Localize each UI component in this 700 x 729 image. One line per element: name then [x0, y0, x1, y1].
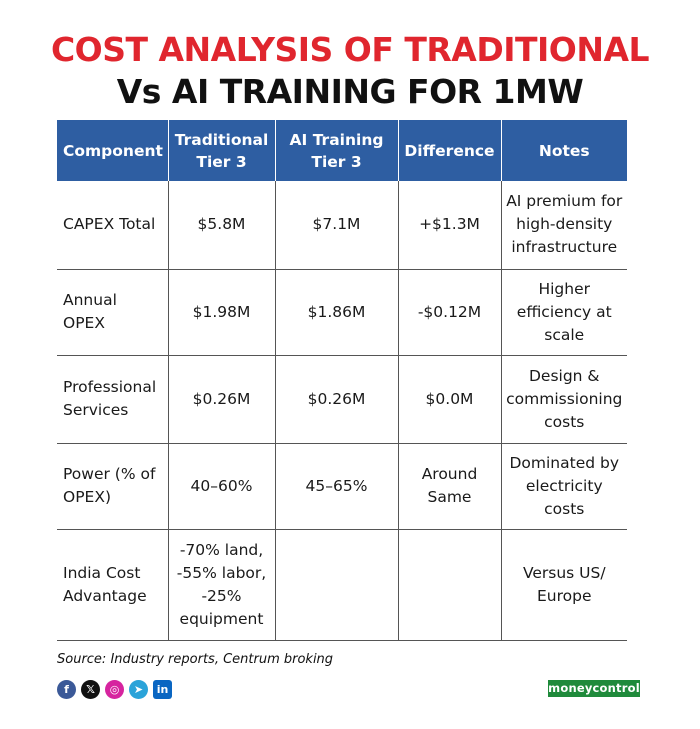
header-component: Component — [57, 120, 169, 181]
header-difference: Difference — [398, 120, 502, 181]
cell-traditional: 40–60% — [168, 443, 276, 530]
facebook-icon[interactable]: f — [57, 680, 76, 699]
cell-traditional: $5.8M — [168, 181, 276, 270]
cell-ai-training: $7.1M — [275, 181, 399, 270]
cell-traditional: -70% land, -55% labor, -25% equipment — [168, 529, 276, 641]
cell-notes: Design & commissioning costs — [501, 355, 627, 444]
header-ai-training: AI Training Tier 3 — [275, 120, 399, 181]
cell-component: India Cost Advantage — [57, 529, 169, 641]
social-icons: f 𝕏 ◎ ➤ in — [57, 680, 172, 699]
cell-traditional: $0.26M — [168, 355, 276, 444]
cost-table: Component Traditional Tier 3 AI Training… — [57, 120, 627, 641]
cell-ai-training: $1.86M — [275, 269, 399, 356]
cell-component: Professional Services — [57, 355, 169, 444]
table-header-row: Component Traditional Tier 3 AI Training… — [57, 120, 627, 181]
cell-traditional: $1.98M — [168, 269, 276, 356]
table-row: Professional Services $0.26M $0.26M $0.0… — [57, 355, 627, 444]
cell-component: Power (% of OPEX) — [57, 443, 169, 530]
x-icon[interactable]: 𝕏 — [81, 680, 100, 699]
linkedin-icon[interactable]: in — [153, 680, 172, 699]
table-row: CAPEX Total $5.8M $7.1M +$1.3M AI premiu… — [57, 181, 627, 270]
cell-notes: Dominated by electricity costs — [501, 443, 627, 530]
cell-difference: $0.0M — [398, 355, 502, 444]
source-note: Source: Industry reports, Centrum brokin… — [57, 652, 334, 667]
moneycontrol-logo: moneycontrol — [548, 680, 640, 697]
cell-ai-training: $0.26M — [275, 355, 399, 444]
cell-ai-training — [275, 529, 399, 641]
telegram-icon[interactable]: ➤ — [129, 680, 148, 699]
table-row: Annual OPEX $1.98M $1.86M -$0.12M Higher… — [57, 269, 627, 356]
header-traditional: Traditional Tier 3 — [168, 120, 276, 181]
cell-difference: +$1.3M — [398, 181, 502, 270]
cell-notes: Higher efficiency at scale — [501, 269, 627, 356]
instagram-icon[interactable]: ◎ — [105, 680, 124, 699]
header-notes: Notes — [501, 120, 627, 181]
table-row: India Cost Advantage -70% land, -55% lab… — [57, 529, 627, 641]
cell-difference — [398, 529, 502, 641]
cell-component: Annual OPEX — [57, 269, 169, 356]
title-line-2: Vs AI TRAINING FOR 1MW — [116, 72, 584, 111]
cell-difference: -$0.12M — [398, 269, 502, 356]
cell-ai-training: 45–65% — [275, 443, 399, 530]
title-line-1: COST ANALYSIS OF TRADITIONAL — [50, 30, 650, 69]
cell-notes: AI premium for high-density infrastructu… — [501, 181, 627, 270]
cell-notes: Versus US/ Europe — [501, 529, 627, 641]
table-row: Power (% of OPEX) 40–60% 45–65% Around S… — [57, 443, 627, 530]
cell-difference: Around Same — [398, 443, 502, 530]
cell-component: CAPEX Total — [57, 181, 169, 270]
